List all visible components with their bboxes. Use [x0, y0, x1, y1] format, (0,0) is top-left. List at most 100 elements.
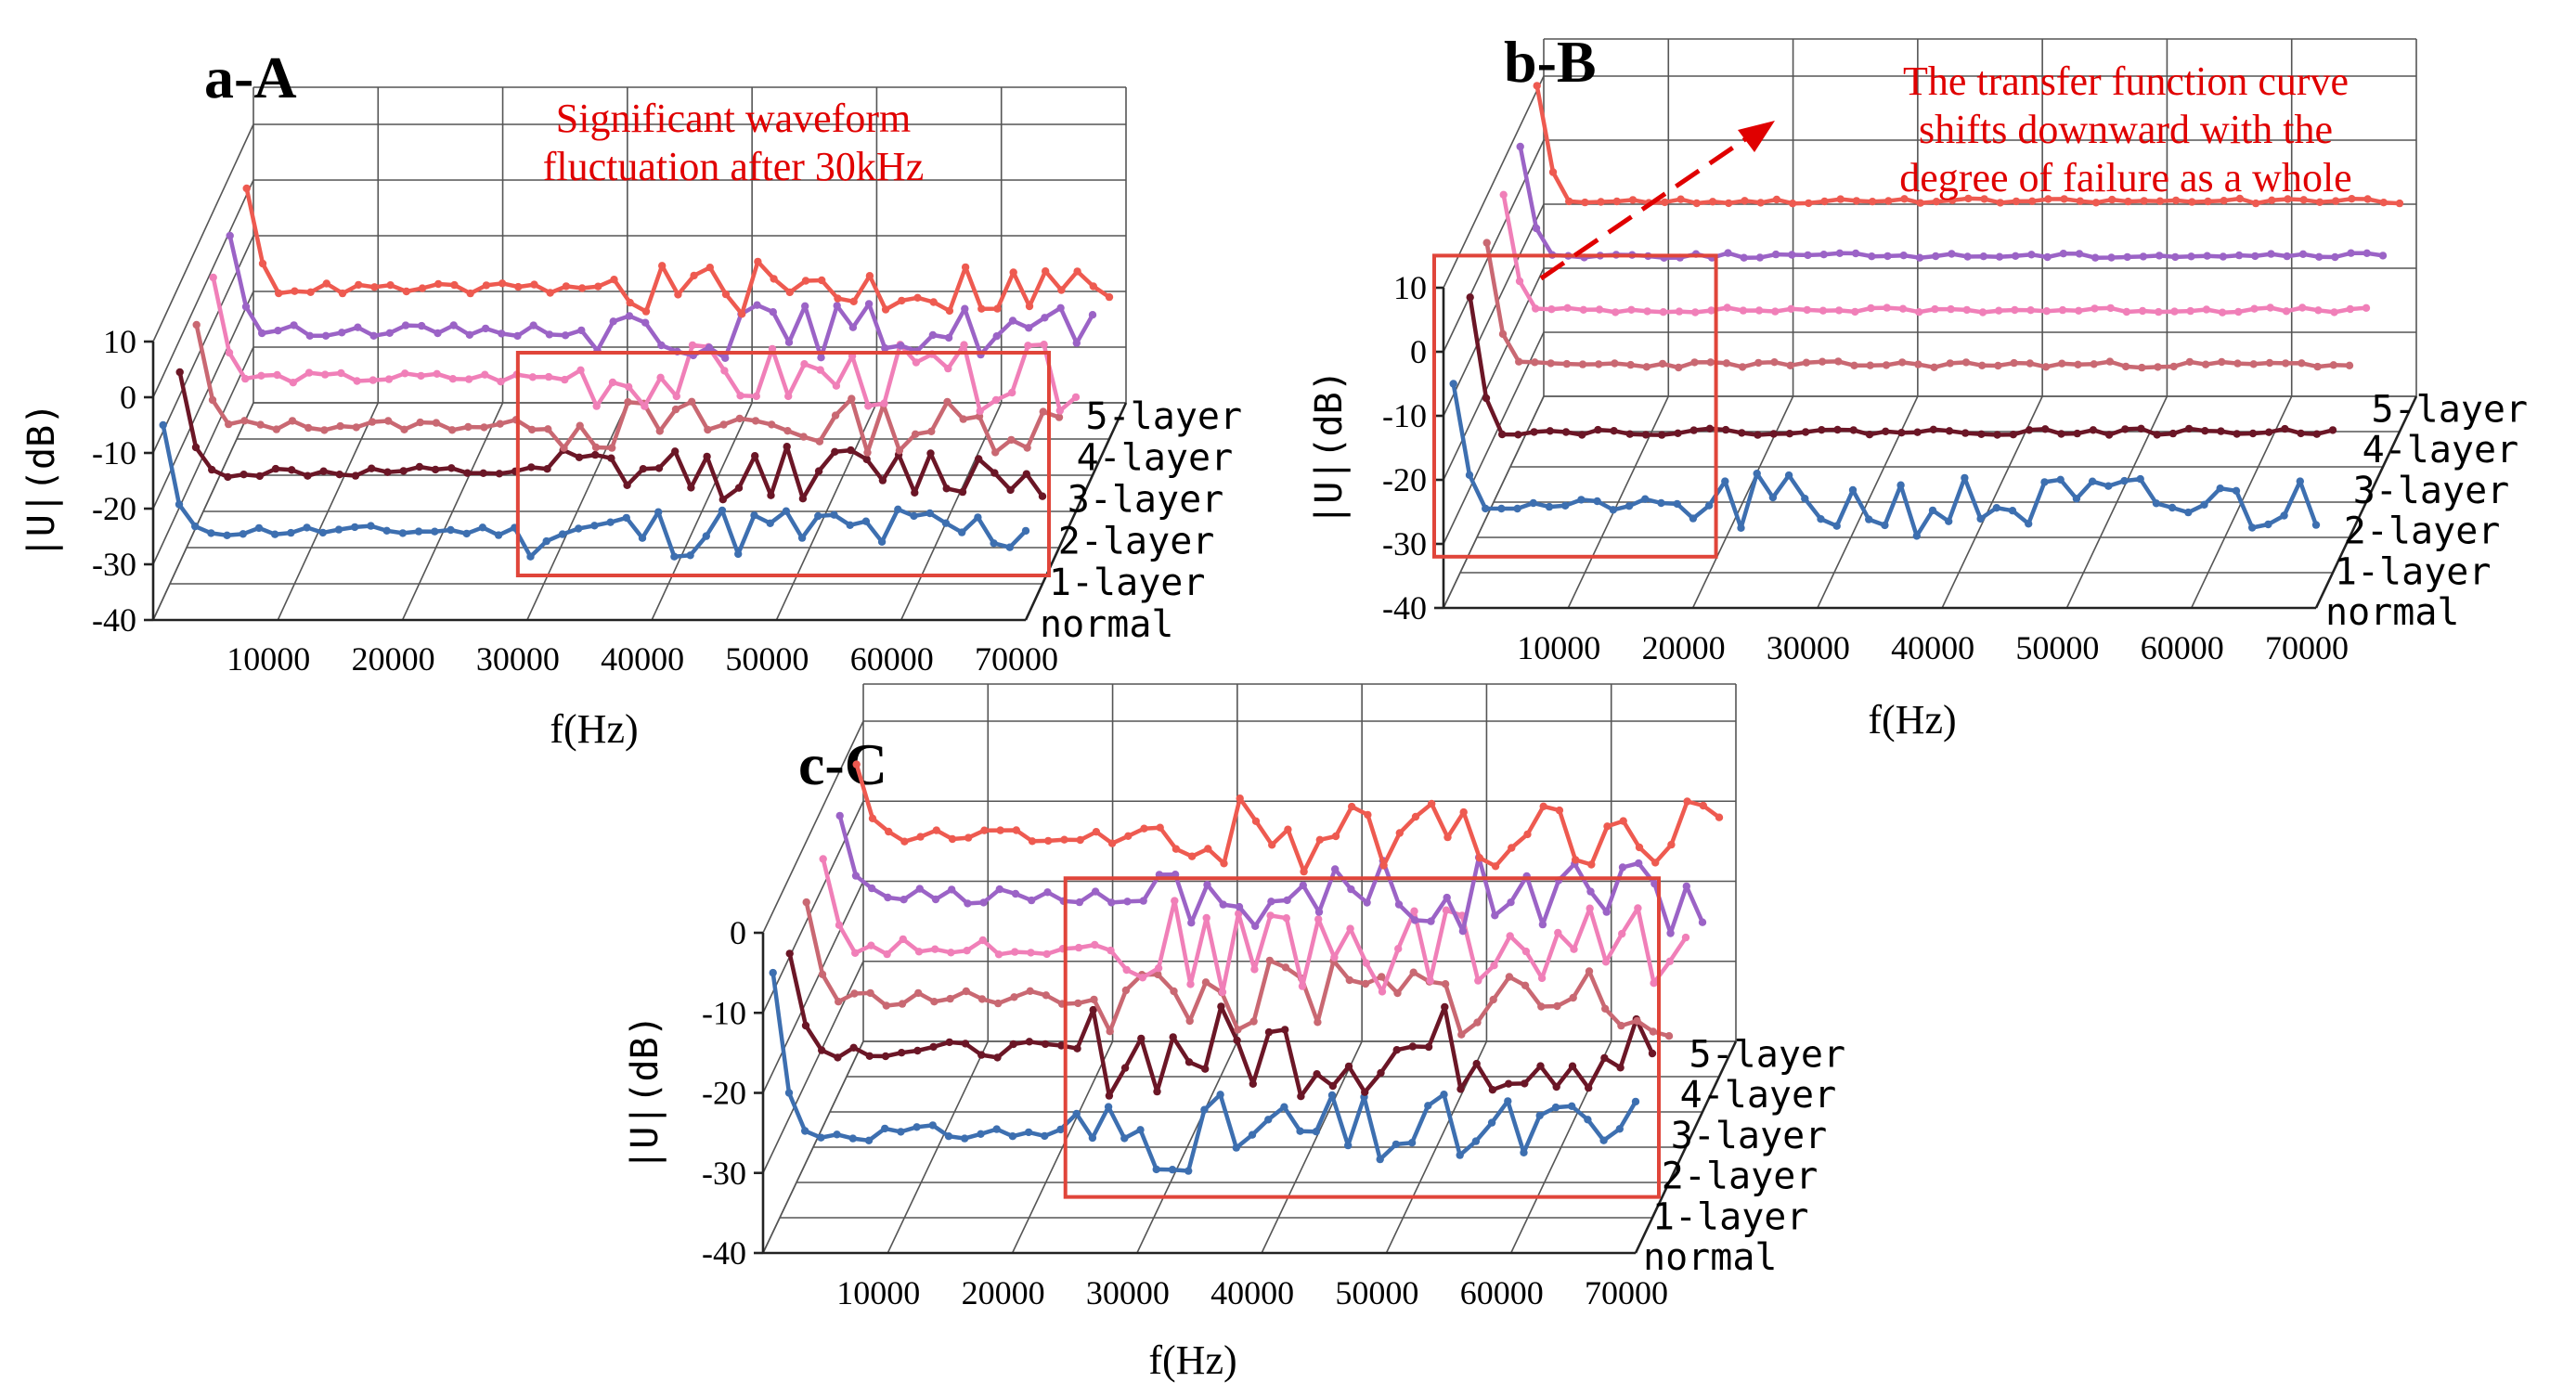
data-point: [434, 329, 442, 338]
data-point: [1028, 837, 1037, 846]
data-point: [367, 522, 375, 530]
data-point: [369, 331, 378, 340]
data-point: [399, 467, 408, 475]
data-point: [1378, 988, 1387, 996]
data-point: [1497, 504, 1506, 513]
data-point: [959, 415, 967, 423]
data-point: [912, 358, 921, 367]
data-point: [1961, 429, 1970, 437]
data-point: [800, 360, 809, 368]
layer-label-4-layer: 4-layer: [2362, 429, 2519, 471]
data-point: [2314, 306, 2323, 315]
data-point: [1376, 1155, 1384, 1164]
data-point: [2265, 428, 2273, 436]
data-point: [463, 469, 472, 477]
data-point: [1171, 897, 1179, 905]
data-point: [750, 511, 758, 520]
data-point: [1473, 1018, 1482, 1027]
data-point: [1665, 957, 1675, 966]
data-point: [1633, 1016, 1641, 1026]
data-point: [1264, 1116, 1273, 1124]
data-point: [434, 279, 443, 289]
data-point: [1298, 982, 1307, 990]
data-point: [1090, 995, 1098, 1004]
data-point: [449, 321, 458, 329]
data-point: [225, 420, 233, 429]
data-point: [1024, 1128, 1033, 1137]
data-point: [719, 420, 728, 429]
data-point: [2346, 304, 2354, 314]
data-point: [272, 425, 280, 433]
data-point: [1009, 268, 1017, 277]
data-point: [175, 368, 184, 377]
data-point: [1899, 252, 1908, 260]
layer-label-5-layer: 5-layer: [2372, 389, 2529, 432]
panel-title: b-B: [1504, 29, 1597, 95]
data-point: [2249, 360, 2258, 368]
data-point: [1202, 913, 1210, 923]
data-point: [880, 399, 888, 407]
data-point: [898, 1049, 906, 1057]
data-point: [1168, 1166, 1177, 1174]
data-point: [1348, 802, 1356, 811]
data-point: [258, 329, 266, 338]
data-point: [977, 1051, 986, 1059]
data-point: [831, 447, 839, 456]
data-point: [482, 281, 491, 290]
data-point: [2140, 197, 2148, 205]
data-point: [1026, 987, 1034, 996]
data-point: [561, 375, 569, 384]
data-point: [1073, 267, 1081, 276]
data-point: [868, 884, 876, 893]
data-point: [1992, 504, 2000, 512]
data-point: [2168, 503, 2177, 512]
data-point: [2155, 307, 2163, 316]
data-point: [1754, 431, 1762, 439]
data-point: [1868, 252, 1876, 261]
data-point: [1281, 963, 1290, 972]
data-point: [1771, 307, 1780, 316]
z-tick-label: -20: [92, 490, 136, 527]
data-point: [1737, 523, 1745, 532]
data-point: [2312, 430, 2321, 438]
data-point: [2091, 304, 2099, 313]
data-point: [1006, 485, 1015, 495]
data-point: [656, 373, 665, 381]
data-point: [2234, 307, 2243, 316]
data-point: [545, 330, 554, 339]
data-point: [1721, 425, 1730, 434]
data-point: [964, 899, 972, 908]
data-point: [881, 1052, 890, 1061]
data-point: [1882, 361, 1891, 369]
data-point: [1584, 1116, 1592, 1124]
data-point: [1482, 239, 1491, 247]
data-point: [1488, 1086, 1497, 1094]
data-point: [942, 484, 951, 493]
data-point: [1410, 907, 1418, 915]
data-point: [1466, 293, 1474, 302]
data-point: [1547, 305, 1556, 314]
data-point: [835, 811, 844, 820]
data-point: [2216, 484, 2224, 493]
data-point: [2233, 359, 2242, 368]
data-point: [576, 421, 584, 430]
data-point: [2043, 252, 2052, 262]
data-point: [929, 298, 938, 306]
data-point: [398, 529, 408, 537]
data-point: [801, 1021, 810, 1030]
data-point: [851, 872, 861, 880]
data-point: [1555, 806, 1564, 815]
x-tick-label: 60000: [2141, 629, 2224, 666]
data-point: [290, 321, 298, 329]
data-point: [1545, 502, 1554, 511]
data-point: [978, 936, 988, 945]
data-point: [1428, 799, 1436, 808]
data-point: [1619, 817, 1627, 825]
data-point: [1546, 427, 1555, 435]
data-point: [1681, 933, 1690, 942]
data-point: [947, 885, 956, 894]
data-point: [2026, 306, 2035, 315]
data-point: [1612, 197, 1622, 206]
data-point: [1073, 1044, 1081, 1053]
data-point: [753, 301, 761, 309]
